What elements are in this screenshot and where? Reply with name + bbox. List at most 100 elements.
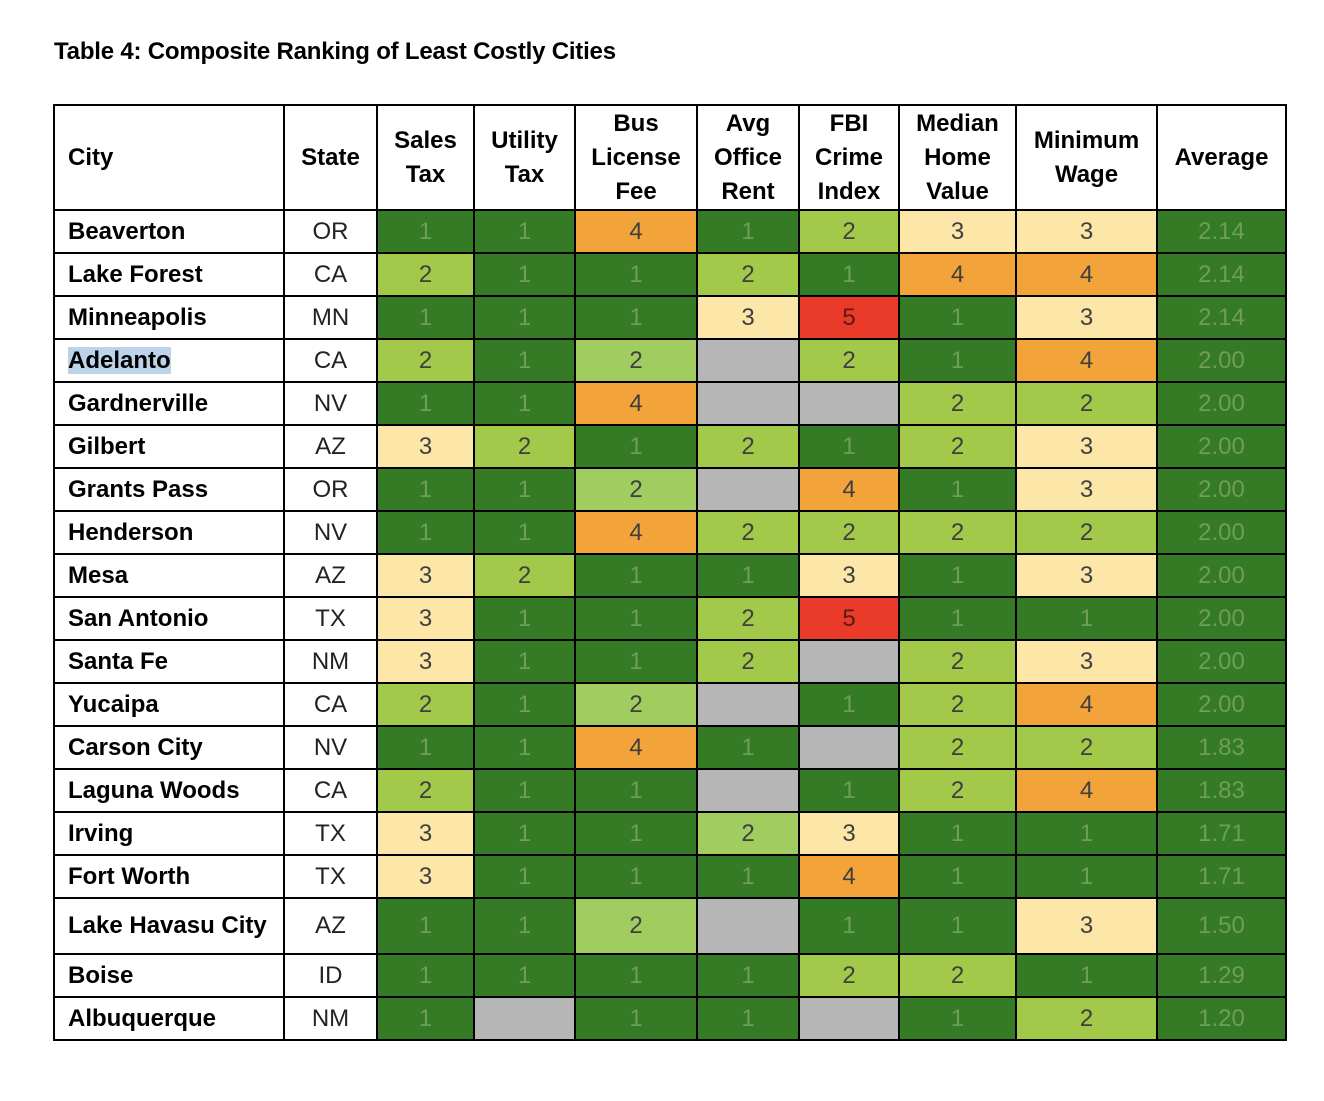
- utility-tax-rank-cell: 1: [473, 295, 576, 340]
- median-home-value-rank-cell: 2: [898, 381, 1017, 426]
- sales-tax-rank-cell: 1: [376, 467, 475, 512]
- city-cell: Gilbert: [53, 424, 285, 469]
- table-row: Fort Worth TX 3 1 1 1 4 1 1 1.71: [53, 854, 1287, 899]
- table-row: Lake Forest CA 2 1 1 2 1 4 4 2.14: [53, 252, 1287, 297]
- bus-license-fee-rank-cell: 1: [574, 996, 698, 1041]
- table-body: Beaverton OR 1 1 4 1 2 3 3 2.14 Lake Forest CA 2 1 1 2 1…: [53, 209, 1287, 1041]
- avg-office-rent-rank-cell: [696, 381, 800, 426]
- utility-tax-rank-cell: 1: [473, 209, 576, 254]
- header-city: City: [53, 104, 285, 211]
- table-row: Yucaipa CA 2 1 2 1 2 4 2.00: [53, 682, 1287, 727]
- fbi-crime-index-rank-cell: [798, 725, 900, 770]
- average-cell: 2.00: [1156, 553, 1287, 598]
- city-name: Minneapolis: [68, 303, 207, 331]
- state-cell: CA: [283, 768, 378, 813]
- utility-tax-rank-cell: 2: [473, 424, 576, 469]
- city-name: Grants Pass: [68, 475, 209, 503]
- header-average: Average: [1156, 104, 1287, 211]
- fbi-crime-index-rank-cell: 5: [798, 295, 900, 340]
- median-home-value-rank-cell: 2: [898, 424, 1017, 469]
- avg-office-rent-rank-cell: 2: [696, 811, 800, 856]
- minimum-wage-rank-cell: 2: [1015, 381, 1158, 426]
- table-row: Beaverton OR 1 1 4 1 2 3 3 2.14: [53, 209, 1287, 254]
- fbi-crime-index-rank-cell: 4: [798, 854, 900, 899]
- bus-license-fee-rank-cell: 4: [574, 510, 698, 555]
- median-home-value-rank-cell: 1: [898, 338, 1017, 383]
- minimum-wage-rank-cell: 4: [1015, 768, 1158, 813]
- utility-tax-rank-cell: 1: [473, 338, 576, 383]
- avg-office-rent-rank-cell: 1: [696, 854, 800, 899]
- bus-license-fee-rank-cell: 2: [574, 897, 698, 955]
- city-name: Santa Fe: [68, 647, 169, 675]
- header-utility-tax: Utility Tax: [473, 104, 576, 211]
- header-sales-tax: Sales Tax: [376, 104, 475, 211]
- city-name: Gilbert: [68, 432, 146, 460]
- sales-tax-rank-cell: 1: [376, 209, 475, 254]
- city-name: Adelanto: [68, 346, 171, 374]
- minimum-wage-rank-cell: 1: [1015, 854, 1158, 899]
- average-cell: 2.00: [1156, 510, 1287, 555]
- avg-office-rent-rank-cell: 2: [696, 510, 800, 555]
- state-cell: OR: [283, 467, 378, 512]
- minimum-wage-rank-cell: 2: [1015, 996, 1158, 1041]
- average-cell: 1.29: [1156, 953, 1287, 998]
- average-cell: 2.00: [1156, 338, 1287, 383]
- table-row: Gilbert AZ 3 2 1 2 1 2 3 2.00: [53, 424, 1287, 469]
- table-row: Henderson NV 1 1 4 2 2 2 2 2.00: [53, 510, 1287, 555]
- average-cell: 2.00: [1156, 596, 1287, 641]
- fbi-crime-index-rank-cell: 2: [798, 209, 900, 254]
- minimum-wage-rank-cell: 3: [1015, 897, 1158, 955]
- utility-tax-rank-cell: 1: [473, 768, 576, 813]
- city-cell: Gardnerville: [53, 381, 285, 426]
- state-cell: TX: [283, 596, 378, 641]
- utility-tax-rank-cell: 1: [473, 811, 576, 856]
- city-cell: Henderson: [53, 510, 285, 555]
- city-cell: Mesa: [53, 553, 285, 598]
- bus-license-fee-rank-cell: 2: [574, 338, 698, 383]
- average-cell: 1.50: [1156, 897, 1287, 955]
- average-cell: 1.20: [1156, 996, 1287, 1041]
- bus-license-fee-rank-cell: 2: [574, 467, 698, 512]
- sales-tax-rank-cell: 1: [376, 510, 475, 555]
- fbi-crime-index-rank-cell: 1: [798, 682, 900, 727]
- median-home-value-rank-cell: 1: [898, 295, 1017, 340]
- city-name: Henderson: [68, 518, 194, 546]
- average-cell: 2.00: [1156, 381, 1287, 426]
- minimum-wage-rank-cell: 4: [1015, 252, 1158, 297]
- avg-office-rent-rank-cell: 1: [696, 953, 800, 998]
- table-row: Santa Fe NM 3 1 1 2 2 3 2.00: [53, 639, 1287, 684]
- table-row: Mesa AZ 3 2 1 1 3 1 3 2.00: [53, 553, 1287, 598]
- city-cell: Minneapolis: [53, 295, 285, 340]
- utility-tax-rank-cell: 1: [473, 467, 576, 512]
- state-cell: NV: [283, 725, 378, 770]
- city-cell: Grants Pass: [53, 467, 285, 512]
- median-home-value-rank-cell: 2: [898, 725, 1017, 770]
- state-cell: TX: [283, 854, 378, 899]
- city-cell: Albuquerque: [53, 996, 285, 1041]
- sales-tax-rank-cell: 3: [376, 854, 475, 899]
- header-minimum-wage: Minimum Wage: [1015, 104, 1158, 211]
- city-name: Albuquerque: [68, 1004, 216, 1032]
- table-title: Table 4: Composite Ranking of Least Cost…: [54, 38, 616, 65]
- sales-tax-rank-cell: 1: [376, 381, 475, 426]
- state-cell: CA: [283, 338, 378, 383]
- state-cell: NM: [283, 996, 378, 1041]
- bus-license-fee-rank-cell: 1: [574, 424, 698, 469]
- average-cell: 2.00: [1156, 639, 1287, 684]
- fbi-crime-index-rank-cell: [798, 639, 900, 684]
- fbi-crime-index-rank-cell: 1: [798, 252, 900, 297]
- city-cell: Yucaipa: [53, 682, 285, 727]
- sales-tax-rank-cell: 3: [376, 553, 475, 598]
- bus-license-fee-rank-cell: 1: [574, 811, 698, 856]
- fbi-crime-index-rank-cell: 4: [798, 467, 900, 512]
- state-cell: NM: [283, 639, 378, 684]
- fbi-crime-index-rank-cell: 1: [798, 897, 900, 955]
- fbi-crime-index-rank-cell: 2: [798, 953, 900, 998]
- median-home-value-rank-cell: 1: [898, 811, 1017, 856]
- avg-office-rent-rank-cell: 1: [696, 209, 800, 254]
- avg-office-rent-rank-cell: 1: [696, 553, 800, 598]
- bus-license-fee-rank-cell: 1: [574, 854, 698, 899]
- header-avg-office-rent: Avg Office Rent: [696, 104, 800, 211]
- avg-office-rent-rank-cell: 2: [696, 252, 800, 297]
- state-cell: MN: [283, 295, 378, 340]
